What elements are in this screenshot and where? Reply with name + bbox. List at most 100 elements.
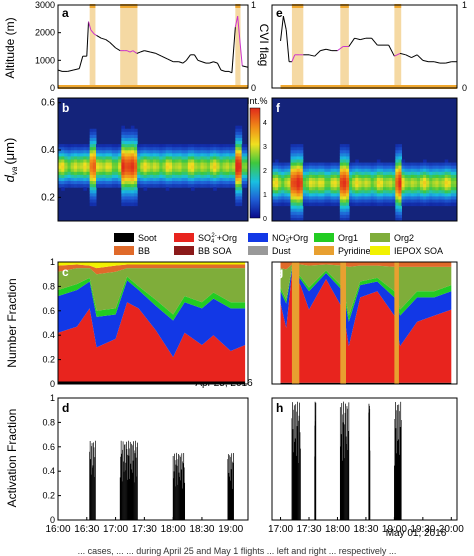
heatmap-cell bbox=[453, 190, 457, 194]
heatmap-cell bbox=[238, 125, 243, 130]
altitude-line-segment bbox=[360, 37, 367, 41]
heatmap-cell bbox=[392, 168, 396, 173]
heatmap-cell bbox=[162, 144, 167, 148]
altitude-line-segment bbox=[90, 29, 95, 35]
heatmap-cell bbox=[386, 171, 390, 176]
heatmap-cell bbox=[191, 162, 195, 167]
heatmap-cell bbox=[105, 147, 110, 151]
heatmap-cell bbox=[395, 199, 399, 204]
heatmap-cell bbox=[327, 174, 332, 179]
heatmap-cell bbox=[293, 153, 298, 157]
heatmap-cell bbox=[89, 184, 94, 188]
heatmap-cell bbox=[312, 187, 316, 191]
heatmap-cell bbox=[115, 144, 119, 148]
heatmap-cell bbox=[423, 162, 427, 167]
heatmap-cell bbox=[302, 171, 307, 176]
heatmap-cell bbox=[64, 174, 68, 179]
heatmap-cell bbox=[137, 177, 141, 182]
heatmap-cell bbox=[130, 144, 135, 148]
heatmap-cell bbox=[92, 156, 97, 160]
heatmap-cell bbox=[447, 162, 452, 167]
heatmap-cell bbox=[413, 187, 418, 191]
heatmap-cell bbox=[219, 159, 224, 164]
heatmap-cell bbox=[232, 147, 236, 151]
heatmap-cell bbox=[203, 144, 208, 148]
heatmap-cell bbox=[238, 165, 243, 170]
heatmap-cell bbox=[238, 168, 243, 173]
heatmap-cell bbox=[416, 184, 421, 188]
heatmap-cell bbox=[358, 199, 362, 204]
heatmap-cell bbox=[438, 162, 443, 167]
heatmap-cell bbox=[272, 181, 276, 185]
heatmap-cell bbox=[111, 159, 116, 164]
heatmap-cell bbox=[127, 187, 132, 191]
heatmap-cell bbox=[389, 162, 393, 167]
heatmap-cell bbox=[134, 141, 138, 145]
heatmap-cell bbox=[137, 171, 141, 176]
dva-ylabel-sub: va bbox=[10, 166, 19, 175]
heatmap-cell bbox=[61, 162, 65, 167]
heatmap-cell bbox=[105, 159, 110, 164]
heatmap-cell bbox=[376, 202, 381, 207]
heatmap-cell bbox=[92, 187, 97, 191]
heatmap-cell bbox=[99, 153, 103, 157]
heatmap-cell bbox=[352, 184, 356, 188]
heatmap-cell bbox=[124, 199, 129, 204]
heatmap-cell bbox=[73, 181, 78, 185]
heatmap-cell bbox=[86, 174, 91, 179]
heatmap-cell bbox=[398, 144, 402, 148]
heatmap-cell bbox=[143, 147, 148, 151]
heatmap-cell bbox=[398, 153, 402, 157]
heatmap-cell bbox=[284, 184, 288, 188]
heatmap-cell bbox=[121, 131, 125, 136]
heatmap-cell bbox=[127, 134, 132, 139]
heatmap-cell bbox=[413, 177, 418, 182]
heatmap-cell bbox=[290, 187, 295, 191]
heatmap-cell bbox=[203, 153, 208, 157]
heatmap-cell bbox=[108, 177, 113, 182]
heatmap-cell bbox=[339, 184, 344, 188]
heatmap-cell bbox=[105, 150, 110, 154]
heatmap-cell bbox=[290, 150, 295, 154]
heatmap-cell bbox=[102, 177, 106, 182]
time-tick-label: 18:00 bbox=[161, 524, 186, 535]
heatmap-cell bbox=[389, 174, 393, 179]
heatmap-cell bbox=[296, 153, 301, 157]
heatmap-cell bbox=[229, 171, 233, 176]
heatmap-cell bbox=[373, 196, 378, 200]
heatmap-cell bbox=[156, 150, 160, 154]
heatmap-cell bbox=[296, 150, 301, 154]
heatmap-cell bbox=[450, 171, 455, 176]
heatmap-cell bbox=[367, 184, 372, 188]
heatmap-cell bbox=[370, 196, 375, 200]
heatmap-cell bbox=[70, 156, 75, 160]
heatmap-cell bbox=[330, 168, 335, 173]
heatmap-cell bbox=[238, 171, 243, 176]
heatmap-cell bbox=[395, 187, 399, 191]
heatmap-cell bbox=[293, 174, 298, 179]
heatmap-cell bbox=[370, 165, 375, 170]
heatmap-cell bbox=[67, 181, 72, 185]
heatmap-cell bbox=[172, 184, 176, 188]
heatmap-cell bbox=[203, 156, 208, 160]
heatmap-cell bbox=[162, 171, 167, 176]
heatmap-cell bbox=[376, 162, 381, 167]
heatmap-cell bbox=[383, 187, 387, 191]
heatmap-cell bbox=[200, 156, 205, 160]
heatmap-cell bbox=[156, 168, 160, 173]
heatmap-cell bbox=[293, 165, 298, 170]
heatmap-cell bbox=[105, 171, 110, 176]
altitude-line-segment bbox=[234, 15, 239, 28]
altitude-line-segment bbox=[140, 50, 145, 53]
altitude-line-segment bbox=[178, 61, 184, 64]
heatmap-cell bbox=[309, 171, 313, 176]
dva-tick-label: 0.2 bbox=[41, 192, 55, 203]
heatmap-cell bbox=[124, 150, 129, 154]
heatmap-cell bbox=[184, 168, 189, 173]
heatmap-cell bbox=[86, 144, 91, 148]
heatmap-cell bbox=[296, 181, 301, 185]
heatmap-cell bbox=[386, 162, 390, 167]
heatmap-cell bbox=[121, 196, 125, 200]
heatmap-cell bbox=[70, 177, 75, 182]
heatmap-cell bbox=[395, 144, 399, 148]
